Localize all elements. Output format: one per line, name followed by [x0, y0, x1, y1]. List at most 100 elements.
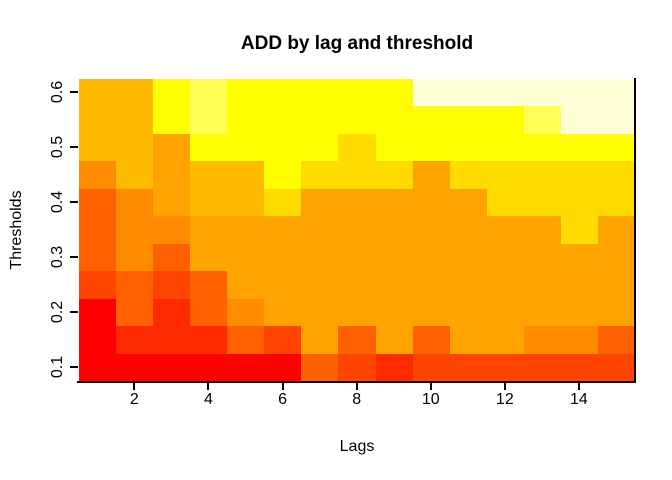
heatmap-cell: [523, 243, 561, 272]
heatmap-cell: [375, 271, 413, 299]
heatmap-cell: [560, 243, 598, 272]
heatmap-cell: [486, 326, 524, 354]
heatmap-cell: [190, 188, 228, 217]
heatmap-cell: [338, 106, 376, 134]
heatmap-cell: [227, 133, 265, 162]
y-tick-mark: [70, 255, 78, 258]
heatmap-cell: [597, 271, 635, 299]
heatmap-cell: [190, 79, 228, 107]
heatmap-cell: [79, 79, 117, 107]
heatmap-cell: [449, 188, 487, 217]
heatmap-cell: [338, 161, 376, 189]
heatmap-cell: [523, 353, 561, 381]
x-tick-label: 12: [495, 391, 514, 408]
heatmap-cell: [449, 216, 487, 244]
heatmap-cell: [79, 106, 117, 134]
heatmap-cell: [190, 106, 228, 134]
heatmap-cell: [301, 133, 339, 162]
heatmap-cell: [597, 79, 635, 107]
heatmap-cell: [412, 133, 450, 162]
heatmap-cell: [412, 79, 450, 107]
heatmap-cell: [597, 106, 635, 134]
heatmap-cell: [153, 298, 191, 327]
heatmap-cell: [301, 188, 339, 217]
heatmap-cell: [264, 106, 302, 134]
heatmap-cell: [486, 79, 524, 107]
heatmap-cell: [301, 243, 339, 272]
heatmap-cell: [227, 161, 265, 189]
heatmap-cell: [486, 106, 524, 134]
y-tick-mark: [70, 91, 78, 94]
heatmap-cell: [523, 133, 561, 162]
heatmap-cell: [338, 353, 376, 381]
heatmap-cell: [301, 298, 339, 327]
heatmap-cell: [153, 243, 191, 272]
heatmap-cell: [153, 326, 191, 354]
x-tick-label: 8: [352, 391, 362, 408]
heatmap-cell: [486, 188, 524, 217]
plot-right-border-line: [634, 78, 636, 383]
heatmap-cell: [116, 106, 154, 134]
heatmap-cell: [375, 216, 413, 244]
heatmap-cell: [338, 243, 376, 272]
y-tick-mark: [70, 146, 78, 149]
x-tick-mark: [207, 383, 210, 390]
heatmap-cell: [338, 216, 376, 244]
heatmap-cell: [449, 161, 487, 189]
heatmap-cell: [560, 106, 598, 134]
y-tick-label: 0.3: [49, 245, 66, 269]
heatmap-cell: [301, 106, 339, 134]
heatmap-cell: [412, 106, 450, 134]
heatmap-cell: [153, 188, 191, 217]
y-tick-label: 0.5: [49, 136, 66, 159]
heatmap-cell: [227, 271, 265, 299]
heatmap-cell: [412, 353, 450, 381]
heatmap-cell: [301, 161, 339, 189]
heatmap-cell: [301, 353, 339, 381]
heatmap-cell: [486, 161, 524, 189]
y-tick-mark: [70, 201, 78, 204]
heatmap-cell: [449, 243, 487, 272]
heatmap-cell: [375, 79, 413, 107]
heatmap-cell: [375, 353, 413, 381]
heatmap-cell: [486, 243, 524, 272]
heatmap-cell: [227, 216, 265, 244]
heatmap-cell: [449, 133, 487, 162]
heatmap-cell: [301, 326, 339, 354]
heatmap-cell: [560, 133, 598, 162]
heatmap-cell: [79, 326, 117, 354]
heatmap-cell: [338, 271, 376, 299]
heatmap-cell: [264, 326, 302, 354]
y-tick-mark: [70, 365, 78, 368]
heatmap-cell: [412, 271, 450, 299]
heatmap-cell: [264, 79, 302, 107]
heatmap-cell: [560, 188, 598, 217]
x-tick-mark: [133, 383, 136, 390]
heatmap-cell: [338, 326, 376, 354]
heatmap-cell: [190, 353, 228, 381]
heatmap-cell: [597, 243, 635, 272]
heatmap-cell: [597, 216, 635, 244]
heatmap-cell: [116, 271, 154, 299]
heatmap-cell: [597, 161, 635, 189]
x-tick-label: 4: [204, 391, 213, 408]
heatmap-cell: [597, 353, 635, 381]
heatmap-cell: [412, 216, 450, 244]
heatmap-cell: [153, 271, 191, 299]
x-axis-title: Lags: [339, 438, 375, 455]
heatmap-cell: [412, 243, 450, 272]
heatmap-cell: [523, 188, 561, 217]
heatmap-cell: [227, 353, 265, 381]
heatmap-cell: [486, 353, 524, 381]
heatmap-cell: [116, 326, 154, 354]
heatmap-cell: [449, 298, 487, 327]
heatmap-cell: [153, 161, 191, 189]
heatmap-cell: [486, 271, 524, 299]
heatmap-cell: [597, 298, 635, 327]
heatmap-cell: [116, 188, 154, 217]
heatmap-cell: [597, 326, 635, 354]
heatmap-cell: [264, 353, 302, 381]
y-tick-label: 0.4: [49, 190, 66, 214]
heatmap-cell: [375, 298, 413, 327]
